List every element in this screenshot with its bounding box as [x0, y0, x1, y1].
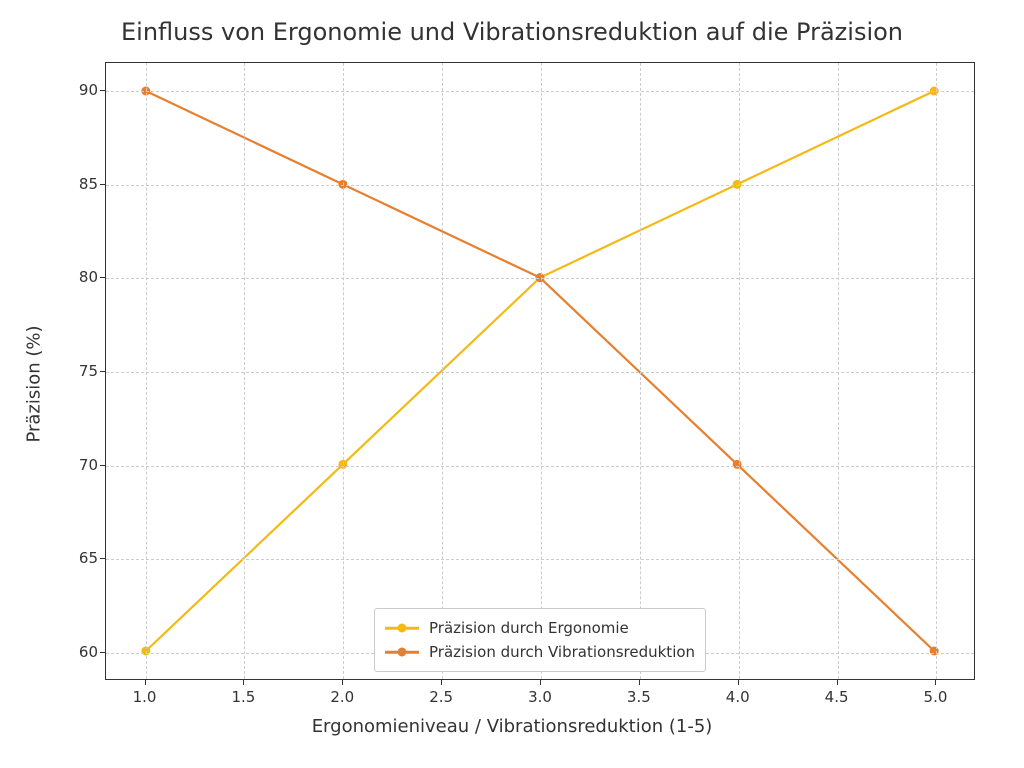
x-tick-mark	[342, 680, 343, 685]
y-tick-mark	[100, 277, 105, 278]
legend-swatch	[385, 621, 419, 635]
legend-swatch	[385, 645, 419, 659]
legend-label: Präzision durch Ergonomie	[429, 619, 629, 637]
x-tick-mark	[145, 680, 146, 685]
legend: Präzision durch Ergonomie Präzision durch…	[374, 608, 706, 672]
x-tick-label: 2.5	[429, 688, 453, 706]
chart-container: Einfluss von Ergonomie und Vibrationsred…	[0, 0, 1024, 768]
x-tick-label: 4.5	[825, 688, 849, 706]
gridline-vertical	[442, 63, 443, 679]
x-tick-mark	[243, 680, 244, 685]
y-axis-label: Präzision (%)	[24, 325, 45, 442]
x-tick-mark	[738, 680, 739, 685]
x-tick-label: 4.0	[726, 688, 750, 706]
y-tick-mark	[100, 558, 105, 559]
y-tick-label: 70	[70, 456, 98, 474]
x-tick-label: 2.0	[330, 688, 354, 706]
series-marker-vibration	[733, 460, 742, 469]
x-tick-mark	[441, 680, 442, 685]
gridline-horizontal	[106, 91, 974, 92]
x-tick-mark	[837, 680, 838, 685]
x-tick-mark	[540, 680, 541, 685]
y-tick-label: 80	[70, 268, 98, 286]
x-tick-mark	[935, 680, 936, 685]
y-tick-mark	[100, 652, 105, 653]
legend-item: Präzision durch Vibrationsreduktion	[385, 640, 695, 664]
gridline-vertical	[146, 63, 147, 679]
plot-area	[105, 62, 975, 680]
y-tick-label: 65	[70, 549, 98, 567]
y-tick-mark	[100, 90, 105, 91]
chart-title: Einfluss von Ergonomie und Vibrationsred…	[0, 18, 1024, 46]
gridline-vertical	[541, 63, 542, 679]
gridline-vertical	[739, 63, 740, 679]
gridline-horizontal	[106, 278, 974, 279]
gridline-horizontal	[106, 559, 974, 560]
gridline-horizontal	[106, 372, 974, 373]
y-tick-mark	[100, 371, 105, 372]
series-svg	[106, 63, 974, 679]
x-axis-label: Ergonomieniveau / Vibrationsreduktion (1…	[0, 716, 1024, 737]
gridline-horizontal	[106, 466, 974, 467]
gridline-vertical	[838, 63, 839, 679]
series-line-vibration	[146, 91, 934, 651]
x-tick-label: 1.0	[133, 688, 157, 706]
gridline-vertical	[343, 63, 344, 679]
gridline-vertical	[244, 63, 245, 679]
x-tick-mark	[639, 680, 640, 685]
y-tick-label: 75	[70, 362, 98, 380]
y-tick-label: 90	[70, 81, 98, 99]
gridline-vertical	[640, 63, 641, 679]
legend-item: Präzision durch Ergonomie	[385, 616, 695, 640]
legend-label: Präzision durch Vibrationsreduktion	[429, 643, 695, 661]
y-tick-mark	[100, 184, 105, 185]
x-tick-label: 3.5	[627, 688, 651, 706]
x-tick-label: 3.0	[528, 688, 552, 706]
y-tick-mark	[100, 465, 105, 466]
x-tick-label: 1.5	[231, 688, 255, 706]
gridline-horizontal	[106, 185, 974, 186]
y-tick-label: 85	[70, 175, 98, 193]
series-line-ergonomie	[146, 91, 934, 651]
gridline-vertical	[936, 63, 937, 679]
y-tick-label: 60	[70, 643, 98, 661]
x-tick-label: 5.0	[924, 688, 948, 706]
